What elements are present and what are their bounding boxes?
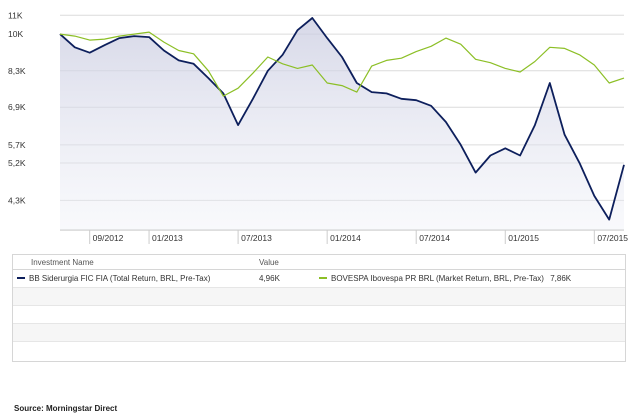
y-tick-label: 5,7K [8, 140, 26, 150]
legend-item-value: 7,86K [550, 274, 572, 283]
x-tick-label: 09/2012 [93, 233, 124, 243]
x-tick-label: 07/2015 [597, 233, 628, 243]
legend-row: BB Siderurgia FIC FIA (Total Return, BRL… [13, 270, 625, 288]
line-chart: 11K 10K 8,3K 6,9K 5,7K 5,2K 4,3K 09/2012 01/201… [8, 10, 628, 244]
y-axis-ticks: 11K 10K 8,3K 6,9K 5,7K 5,2K 4,3K [8, 10, 26, 205]
x-tick-label: 01/2014 [330, 233, 361, 243]
area-fill-layer [60, 18, 624, 230]
x-tick-label: 01/2015 [508, 233, 539, 243]
legend-empty-row [13, 324, 625, 342]
legend-table: Investment Name Value BB Siderurgia FIC … [12, 254, 626, 362]
y-tick-label: 6,9K [8, 102, 26, 112]
legend-item-value: 4,96K [259, 274, 280, 283]
legend-header-name: Investment Name [31, 258, 94, 267]
legend-swatch-bb-siderurgia [17, 276, 25, 279]
y-tick-label: 8,3K [8, 66, 26, 76]
series-line-bovespa [59, 31, 625, 97]
x-tick-label: 07/2014 [419, 233, 450, 243]
legend-empty-row [13, 342, 625, 359]
legend-header-value: Value [259, 258, 279, 267]
legend-item-bb-siderurgia: BB Siderurgia FIC FIA (Total Return, BRL… [17, 274, 210, 283]
source-note: Source: Morningstar Direct [14, 404, 118, 413]
y-tick-label: 10K [8, 29, 23, 39]
series-area-fill [60, 18, 624, 230]
x-tick-label: 01/2013 [152, 233, 183, 243]
series-line-bb-siderurgia [59, 17, 625, 221]
legend-swatch-bovespa [319, 276, 327, 279]
x-axis-ticks: 09/2012 01/2013 07/2013 01/2014 07/2014 01/20… [89, 230, 628, 244]
x-tick-label: 07/2013 [241, 233, 272, 243]
y-tick-label: 11K [8, 10, 23, 20]
legend-item-label: BB Siderurgia FIC FIA (Total Return, BRL… [29, 274, 211, 283]
legend-empty-row [13, 306, 625, 324]
legend-empty-row [13, 288, 625, 306]
legend-header: Investment Name Value [13, 255, 625, 270]
series-lines [59, 17, 625, 221]
y-tick-label: 5,2K [8, 158, 26, 168]
legend-item-bovespa: BOVESPA Ibovespa PR BRL (Market Return, … [319, 274, 571, 283]
y-tick-label: 4,3K [8, 195, 26, 205]
legend-item-label: BOVESPA Ibovespa PR BRL (Market Return, … [331, 274, 544, 283]
